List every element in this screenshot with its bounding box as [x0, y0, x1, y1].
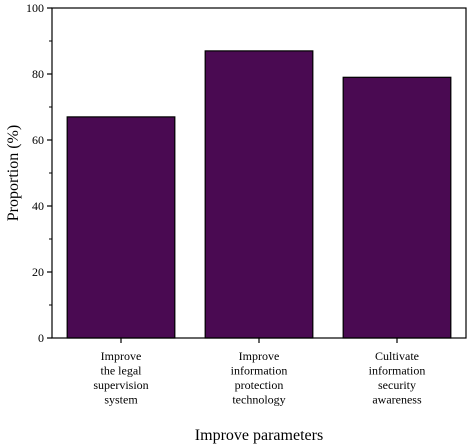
- x-category-label-line: awareness: [372, 393, 422, 407]
- y-tick-label: 60: [32, 133, 44, 147]
- y-axis-title: Proportion (%): [5, 125, 22, 221]
- x-category-label-line: information: [369, 364, 426, 378]
- x-category-label-line: Improve: [101, 349, 142, 363]
- plot-frame: [51, 7, 467, 339]
- bars-group: [66, 50, 452, 339]
- y-tick-label: 20: [32, 265, 44, 279]
- x-category-label-line: security: [378, 378, 416, 392]
- x-category-label-line: Cultivate: [375, 349, 419, 363]
- bar-2: [204, 50, 314, 339]
- x-category-label: Improve the legal supervision system: [93, 349, 148, 407]
- x-axis-ticks: Improve the legal supervision systemImprove…: [93, 338, 425, 407]
- y-tick-label: 80: [32, 67, 44, 81]
- bar-3: [342, 76, 452, 339]
- x-axis-title: Improve parameters: [195, 427, 323, 444]
- x-category-label-line: supervision: [93, 378, 148, 392]
- x-category-label-line: system: [104, 393, 138, 407]
- x-category-label: Improve information protection technology: [231, 349, 288, 407]
- x-category-label-line: protection: [235, 378, 284, 392]
- x-category-label-line: technology: [232, 393, 285, 407]
- y-tick-label: 40: [32, 199, 44, 213]
- x-category-label-line: information: [231, 364, 288, 378]
- y-tick-label: 100: [26, 1, 44, 15]
- x-category-label: Cultivate information security awareness: [369, 349, 426, 407]
- x-category-label-line: the legal: [101, 364, 143, 378]
- x-category-label-line: Improve: [239, 349, 280, 363]
- y-tick-label: 0: [38, 331, 44, 345]
- bar-1: [66, 116, 176, 339]
- y-axis-ticks: 0 20 40 60 80 100: [26, 1, 52, 345]
